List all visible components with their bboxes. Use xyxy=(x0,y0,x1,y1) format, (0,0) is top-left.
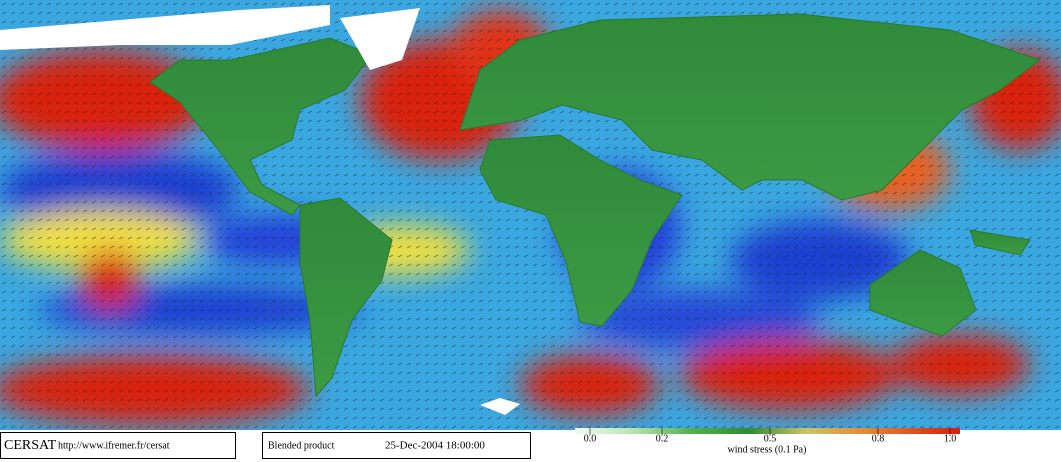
map xyxy=(0,0,1061,430)
new-guinea xyxy=(969,229,1031,256)
colorbar-tick-label: 0.0 xyxy=(584,433,597,444)
colorbar-tick-label: 1.0 xyxy=(944,433,957,444)
eurasia xyxy=(459,13,1042,201)
colorbar-tick-label: 0.8 xyxy=(872,433,885,444)
antarctic-ice xyxy=(480,398,520,415)
ice xyxy=(0,5,520,415)
footer: CERSAT http://www.ifremer.fr/cersat Blen… xyxy=(0,428,1061,462)
url: http://www.ifremer.fr/cersat xyxy=(58,440,170,451)
info-box xyxy=(262,432,531,459)
colorbar-tick-label: 0.5 xyxy=(764,433,777,444)
north-america xyxy=(149,37,373,216)
colorbar-tick-label: 0.2 xyxy=(656,433,669,444)
colorbar-label: wind stress (0.1 Pa) xyxy=(728,444,807,455)
product: Blended product xyxy=(268,440,335,451)
greenland xyxy=(340,8,420,70)
arctic-ice xyxy=(0,5,330,50)
logo: CERSAT xyxy=(4,438,57,453)
colorbar xyxy=(575,428,960,434)
south-america xyxy=(299,197,393,398)
australia xyxy=(869,249,977,337)
africa xyxy=(479,134,683,327)
logo-box xyxy=(0,432,236,459)
date: 25-Dec-2004 18:00:00 xyxy=(385,440,485,452)
continents xyxy=(149,13,1042,398)
